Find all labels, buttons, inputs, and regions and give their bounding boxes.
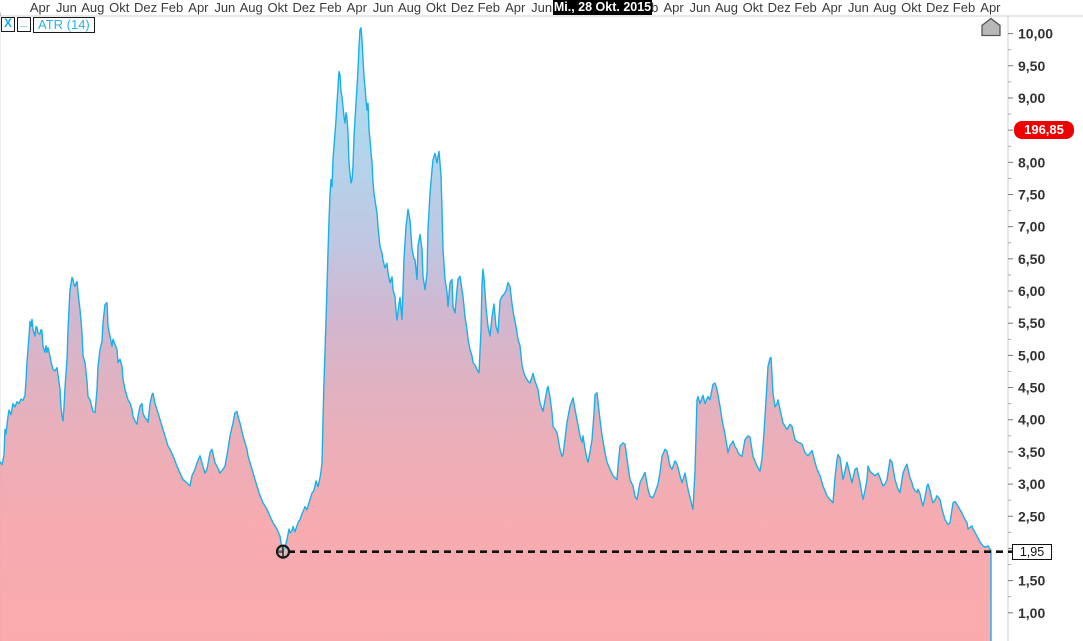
x-axis-label: Feb [478,0,500,15]
x-axis-label: Apr [188,0,209,15]
x-axis-label: Apr [505,0,526,15]
x-axis-label: Feb [953,0,975,15]
x-axis-label: Jun [214,0,235,15]
x-axis-label: Aug [873,0,896,15]
y-axis-label: 3,00 [1018,476,1045,492]
x-axis-label: Okt [109,0,130,15]
y-axis-label: 1,50 [1018,573,1045,589]
y-axis-label: 2,50 [1018,508,1045,524]
x-axis-label: Aug [240,0,263,15]
x-axis-label: Dez [768,0,791,15]
x-axis-label: Apr [980,0,1001,15]
x-axis-label: Okt [743,0,764,15]
y-axis-label: 1,00 [1018,605,1045,621]
x-axis-label: Okt [267,0,288,15]
x-axis-label: Aug [81,0,104,15]
price-badge: 196,85 [1014,121,1074,139]
y-axis-label: 9,50 [1018,58,1045,74]
y-axis-label: 8,00 [1018,154,1045,170]
x-axis-label: Jun [690,0,711,15]
x-axis-label: Aug [398,0,421,15]
close-button[interactable]: X [1,17,15,32]
x-axis-label: Feb [319,0,341,15]
minimize-button[interactable]: _ [17,15,31,32]
x-axis-label: Apr [822,0,843,15]
x-axis-label: Jun [531,0,552,15]
y-axis-label: 4,00 [1018,412,1045,428]
indicator-label[interactable]: ATR (14) [33,17,95,33]
x-axis-label: Apr [663,0,684,15]
x-axis-label: Okt [901,0,922,15]
y-axis-label: 5,50 [1018,315,1045,331]
x-axis-label: Aug [715,0,738,15]
date-tooltip: Mi., 28 Okt. 2015 [553,0,652,15]
y-axis-label: 9,00 [1018,90,1045,106]
y-axis-label: 3,50 [1018,444,1045,460]
y-axis-label: 5,00 [1018,347,1045,363]
level-label: 1,95 [1012,544,1052,560]
y-axis-label: 10,00 [1018,26,1053,42]
atr-area-fill [0,27,991,641]
x-axis-label: Apr [30,0,51,15]
x-axis-label: Dez [451,0,474,15]
x-axis-label: Jun [56,0,77,15]
x-axis-label: Feb [161,0,183,15]
x-axis-label: Dez [292,0,315,15]
x-axis-label: Dez [926,0,949,15]
y-axis-label: 6,00 [1018,283,1045,299]
x-axis-label: Apr [347,0,368,15]
x-axis-label: Okt [426,0,447,15]
x-axis-label: Dez [134,0,157,15]
y-axis-label: 4,50 [1018,380,1045,396]
x-axis-label: Feb [794,0,816,15]
scroll-up-icon[interactable] [978,16,1004,38]
y-axis-label: 7,50 [1018,186,1045,202]
atr-line [0,27,992,641]
x-axis-label: Jun [373,0,394,15]
y-axis-label: 6,50 [1018,251,1045,267]
x-axis-label: Jun [848,0,869,15]
y-axis-label: 7,00 [1018,219,1045,235]
